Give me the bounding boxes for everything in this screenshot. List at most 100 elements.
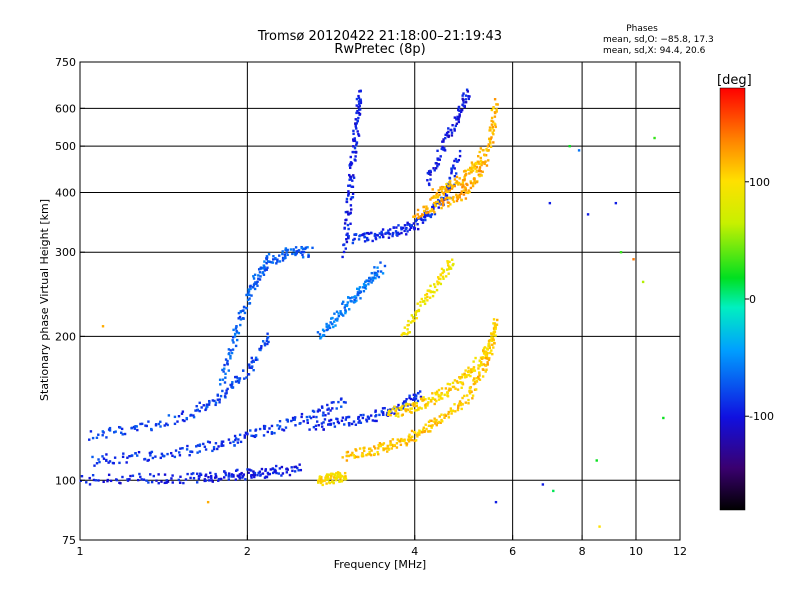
o-mode-point <box>253 273 257 276</box>
x-mode-point <box>341 474 344 478</box>
o-mode-point <box>238 433 242 437</box>
o-mode-point <box>202 442 205 446</box>
o-mode-point <box>128 455 131 458</box>
x-mode-point <box>450 412 453 415</box>
o-mode-point <box>457 158 461 162</box>
x-mode-point <box>446 201 450 204</box>
x-mode-point <box>437 277 441 280</box>
x-mode-point <box>484 353 487 356</box>
x-mode-point <box>353 456 356 459</box>
x-mode-point <box>461 373 464 376</box>
x-mode-point <box>332 476 336 479</box>
o-mode-point <box>408 396 411 400</box>
o-mode-point <box>232 328 235 332</box>
x-mode-point <box>429 284 432 288</box>
o-mode-point <box>224 372 227 376</box>
x-mode-point <box>437 189 440 192</box>
x-mode-point <box>421 213 424 216</box>
o-mode-point <box>332 401 335 404</box>
o-mode-point <box>438 158 442 161</box>
o-mode-point <box>91 474 95 477</box>
o-mode-point <box>251 286 254 289</box>
o-mode-point <box>370 231 373 235</box>
o-mode-point <box>286 420 290 423</box>
x-mode-point <box>448 197 452 200</box>
x-mode-point <box>453 178 457 181</box>
x-mode-point <box>460 198 463 202</box>
x-mode-point <box>471 184 475 188</box>
o-mode-point <box>308 415 311 418</box>
o-mode-point <box>402 226 405 230</box>
x-mode-point <box>483 346 487 349</box>
x-mode-point <box>460 190 464 193</box>
o-mode-point <box>235 325 238 329</box>
o-mode-point <box>357 100 361 103</box>
x-mode-point <box>487 143 490 146</box>
o-mode-point <box>466 90 470 93</box>
x-mode-point <box>474 162 478 166</box>
x-mode-point <box>486 357 489 360</box>
o-mode-point <box>160 452 164 456</box>
o-mode-point <box>262 264 266 267</box>
x-mode-point <box>435 390 439 393</box>
o-mode-point <box>350 422 354 426</box>
x-mode-point <box>439 282 443 286</box>
o-mode-point <box>429 178 432 181</box>
o-mode-point <box>329 409 332 412</box>
x-mode-point <box>456 406 460 409</box>
o-mode-point <box>436 201 439 205</box>
o-mode-point <box>314 424 318 427</box>
o-mode-point <box>382 413 385 417</box>
x-mode-point <box>444 198 447 201</box>
x-mode-point <box>439 277 442 281</box>
o-mode-point <box>259 474 262 477</box>
o-mode-point <box>293 470 297 473</box>
x-mode-point <box>437 420 441 424</box>
o-mode-point <box>448 177 452 180</box>
x-mode-point <box>486 361 489 364</box>
x-mode-point <box>370 449 373 452</box>
o-mode-point <box>129 474 132 478</box>
x-mode-point <box>454 181 457 185</box>
o-mode-point <box>404 401 407 404</box>
x-mode-point <box>495 103 498 106</box>
o-mode-point <box>381 272 385 275</box>
o-mode-point <box>186 472 189 476</box>
o-mode-point <box>220 442 223 446</box>
o-mode-point <box>189 414 192 417</box>
x-mode-point <box>487 137 491 140</box>
o-mode-point <box>430 213 434 216</box>
x-mode-point <box>447 410 450 414</box>
x-mode-point <box>460 192 463 196</box>
o-mode-point <box>112 462 115 465</box>
x-mode-point <box>426 402 429 405</box>
x-mode-point <box>478 359 482 363</box>
o-mode-point <box>350 162 354 165</box>
x-mode-point <box>389 440 392 443</box>
o-mode-point <box>443 147 446 150</box>
o-mode-point <box>159 420 162 424</box>
o-mode-point <box>427 182 431 185</box>
o-mode-point <box>342 314 345 317</box>
o-mode-point <box>301 247 305 250</box>
o-mode-point <box>247 298 250 302</box>
o-mode-point <box>396 231 400 234</box>
x-mode-point <box>492 322 495 325</box>
o-mode-point <box>451 166 455 169</box>
o-mode-point <box>182 481 185 485</box>
x-mode-point <box>409 438 413 442</box>
o-mode-point <box>336 317 339 320</box>
x-mode-point <box>404 404 407 407</box>
o-mode-point <box>294 246 298 249</box>
x-mode-point <box>397 415 400 418</box>
x-mode-point <box>464 169 467 173</box>
o-mode-point <box>447 127 450 130</box>
o-mode-point <box>327 324 331 327</box>
x-mode-point <box>470 167 473 171</box>
o-mode-point <box>166 480 170 483</box>
x-mode-point <box>440 387 444 390</box>
o-mode-point <box>254 429 257 432</box>
x-mode-point <box>458 402 461 405</box>
x-mode-point <box>474 388 478 391</box>
o-mode-point <box>244 478 247 481</box>
